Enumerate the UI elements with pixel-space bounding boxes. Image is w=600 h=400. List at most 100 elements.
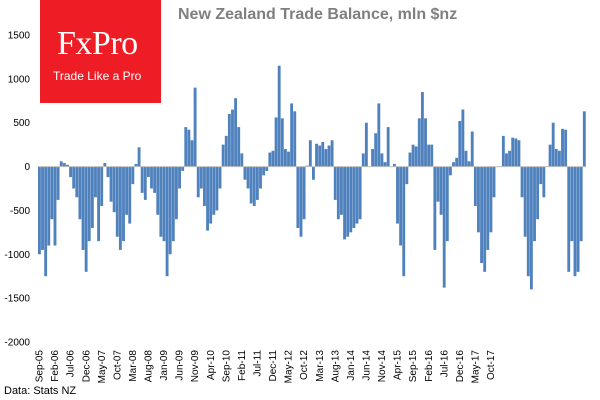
x-tick-label: Nov-09 xyxy=(190,350,201,383)
bar xyxy=(84,166,88,272)
bar xyxy=(433,166,437,250)
bar xyxy=(75,166,79,198)
y-tick-label: 0 xyxy=(24,162,30,173)
bar xyxy=(308,140,312,167)
bar xyxy=(218,166,222,189)
bar xyxy=(455,157,459,167)
x-tick-label: Jan-14 xyxy=(346,350,357,381)
bar xyxy=(461,109,465,167)
bar xyxy=(411,144,415,167)
bar xyxy=(56,166,60,200)
x-tick-label: Aug-08 xyxy=(144,350,155,383)
x-tick-label: Dec-11 xyxy=(268,350,279,382)
x-tick-label: Oct-12 xyxy=(299,350,310,380)
bar xyxy=(196,166,200,198)
bar xyxy=(44,166,48,277)
y-axis-labels: 1500 1000 500 0 -500 -1000 -1500 -2000 xyxy=(4,31,30,349)
bar xyxy=(293,111,297,167)
bar xyxy=(346,166,350,237)
bar xyxy=(115,166,119,237)
bar xyxy=(66,164,69,167)
x-tick-label: Apr-10 xyxy=(206,350,217,380)
bar xyxy=(190,140,194,167)
bar xyxy=(243,166,247,180)
bar xyxy=(333,166,337,200)
bar xyxy=(193,87,197,167)
y-tick-label: -2000 xyxy=(4,338,30,349)
bar xyxy=(364,122,368,167)
bar xyxy=(436,166,440,202)
x-tick-label: Sep-05 xyxy=(35,350,46,383)
bar xyxy=(371,149,375,167)
bar xyxy=(106,166,110,178)
bar xyxy=(171,166,175,242)
bar xyxy=(224,135,228,167)
data-source-note: Data: Stats NZ xyxy=(4,385,77,397)
bar xyxy=(212,166,216,215)
x-tick-label: Jun-14 xyxy=(362,350,373,381)
bar xyxy=(396,166,399,224)
bar xyxy=(343,166,346,240)
bar xyxy=(352,166,356,228)
fxpro-logo: FxPro Trade Like a Pro xyxy=(40,0,161,103)
bar xyxy=(340,166,343,215)
bar xyxy=(514,138,518,167)
bar xyxy=(268,152,272,167)
bar xyxy=(81,166,85,250)
bar xyxy=(315,143,318,167)
bar xyxy=(227,113,231,167)
bar-series xyxy=(38,65,586,290)
bar xyxy=(405,166,409,185)
x-tick-label: Oct-07 xyxy=(112,350,123,380)
bar xyxy=(321,142,325,167)
bar xyxy=(330,140,334,167)
bar xyxy=(327,145,331,167)
y-tick-label: -500 xyxy=(10,206,30,217)
logo-brand: FxPro xyxy=(57,25,138,62)
bar xyxy=(477,166,480,233)
bar xyxy=(150,166,153,189)
x-tick-label: Jul-11 xyxy=(253,350,264,377)
bar xyxy=(283,149,287,167)
bar xyxy=(203,166,206,207)
bar xyxy=(374,133,378,167)
y-tick-label: 1000 xyxy=(8,74,31,85)
bar xyxy=(536,166,540,220)
bar xyxy=(542,166,546,198)
bar xyxy=(137,147,141,167)
bar xyxy=(134,163,138,167)
bar xyxy=(554,149,558,167)
bar xyxy=(492,166,496,198)
x-tick-label: Apr-15 xyxy=(393,350,404,380)
x-tick-label: Mar-08 xyxy=(128,350,139,382)
bar xyxy=(324,149,328,167)
bar xyxy=(430,144,434,167)
bar xyxy=(318,145,322,167)
bar xyxy=(262,166,266,176)
bar xyxy=(259,166,262,189)
bar xyxy=(187,129,191,167)
bar xyxy=(255,166,259,200)
bar xyxy=(449,166,452,176)
x-tick-label: Feb-16 xyxy=(424,350,435,382)
bar xyxy=(165,166,169,277)
bar xyxy=(252,166,256,207)
bar xyxy=(50,166,54,220)
bar xyxy=(582,111,586,167)
bar xyxy=(417,118,421,167)
bar xyxy=(355,166,359,224)
x-tick-label: Nov-14 xyxy=(377,350,388,383)
bar xyxy=(561,128,564,167)
bar xyxy=(53,166,57,246)
x-tick-label: Mar-13 xyxy=(315,350,326,382)
bar xyxy=(386,127,390,167)
bar xyxy=(146,166,150,178)
bar xyxy=(427,144,431,167)
bar xyxy=(520,166,524,198)
bar xyxy=(470,131,474,167)
y-tick-label: 500 xyxy=(13,118,30,129)
bar xyxy=(464,150,468,167)
bar xyxy=(280,118,284,167)
bar xyxy=(573,166,577,277)
x-tick-label: Dec-06 xyxy=(81,350,92,383)
